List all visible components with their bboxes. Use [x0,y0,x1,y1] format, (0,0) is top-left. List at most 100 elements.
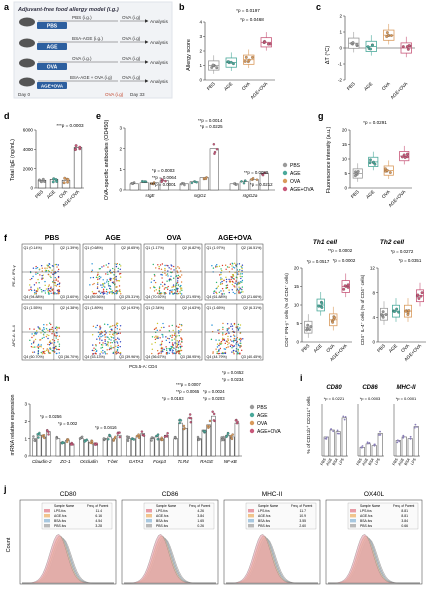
flow-event [110,325,112,327]
data-point [250,178,253,181]
flow-event [161,340,163,343]
flow-event [99,337,101,339]
data-point [398,440,401,443]
flow-event [110,277,112,280]
flow-event [221,278,223,280]
data-point [366,45,370,49]
data-point [127,435,131,439]
flow-event [239,281,242,283]
flow-event [99,325,101,327]
flow-event [47,349,50,351]
flow-event [156,336,158,339]
mouse-icon [19,38,35,48]
p-value: *p = 0.0183 [162,396,184,401]
table-swatch [146,514,152,518]
flow-event [168,325,170,327]
flow-event [51,265,54,267]
data-point [43,180,46,183]
flow-event [171,351,174,353]
flow-event [220,290,222,292]
flow-event [170,268,172,270]
data-point [160,180,163,184]
panel-e: e OVA-specific antibodies (OD450) 0 1 2 3 sI… [96,111,314,200]
data-point [211,410,214,413]
flow-event [54,282,56,284]
flow-event [97,335,100,338]
flow-event [220,277,222,279]
flow-event [101,339,103,342]
data-point [356,170,360,173]
flow-event [160,343,163,346]
flow-event [240,273,242,275]
flow-event [165,274,167,276]
flow-event [34,333,36,335]
flow-event [178,350,180,352]
bar [201,429,207,457]
data-point [118,435,122,439]
flow-event [172,329,174,332]
table-cell: PBS.fcs [258,524,270,528]
flow-event [180,274,183,276]
flow-event [98,278,101,280]
flow-event [55,279,57,282]
flow-event [113,332,115,334]
flow-event [115,323,118,326]
flow-event [235,343,237,345]
flow-event [117,270,119,272]
x-tick-label: OVA [58,189,69,200]
flow-event [58,348,60,351]
table-header: Freq. of Parent [393,504,414,508]
data-point [251,56,254,59]
flow-event [117,280,120,282]
y-axis-label: mRNA relative expression [10,394,16,455]
data-point [215,148,219,151]
flow-event [216,343,219,345]
flow-event [168,278,171,281]
flow-event [102,344,104,346]
flow-event [165,339,168,342]
y-tick-label: 4 [199,20,202,25]
quadrant-label: Q4 (94.88%) [24,295,44,299]
flow-event [57,276,60,279]
flow-event [216,352,218,355]
flow-event [160,351,162,353]
quadrant-label: Q2 (4.63%) [182,306,200,310]
panel-letter-c: c [316,2,321,12]
quadrant-label: Q2 (4.93%) [121,306,139,310]
data-point [351,41,355,45]
data-point [244,179,247,182]
flow-event [152,263,154,266]
flow-event [37,343,40,346]
flow-event [220,268,222,270]
flow-event [57,341,59,343]
table-cell: BSA.fcs [156,519,168,523]
data-point [336,429,339,432]
flow-event [153,273,156,276]
flow-event [119,276,122,278]
flow-event [233,278,235,280]
flow-event [220,342,223,345]
data-point [396,441,399,444]
data-point [420,291,424,295]
y-axis-label: Allergy score [186,39,192,71]
x-tick-label: GATA3 [129,459,144,464]
x-tick-label: AGE [363,81,373,91]
data-point [247,58,251,62]
flow-event [175,282,178,284]
flow-event [95,276,98,279]
flow-event [107,273,109,275]
flow-event [114,326,117,329]
y-tick-label: 0 [372,340,375,345]
table-cell: 3.55 [299,519,306,523]
histogram-title: MHC-II [262,491,283,498]
table-swatch [350,524,356,528]
panel-a: a Adjuvant-free food allergy model (i.g.… [4,1,173,99]
y-tick-label: 10 [342,157,348,162]
flow-event [172,293,175,295]
flow-event [50,323,52,326]
flow-event [235,326,237,328]
data-point [243,59,247,63]
flow-event [215,291,217,294]
data-point [62,181,66,185]
flow-event [224,333,227,336]
